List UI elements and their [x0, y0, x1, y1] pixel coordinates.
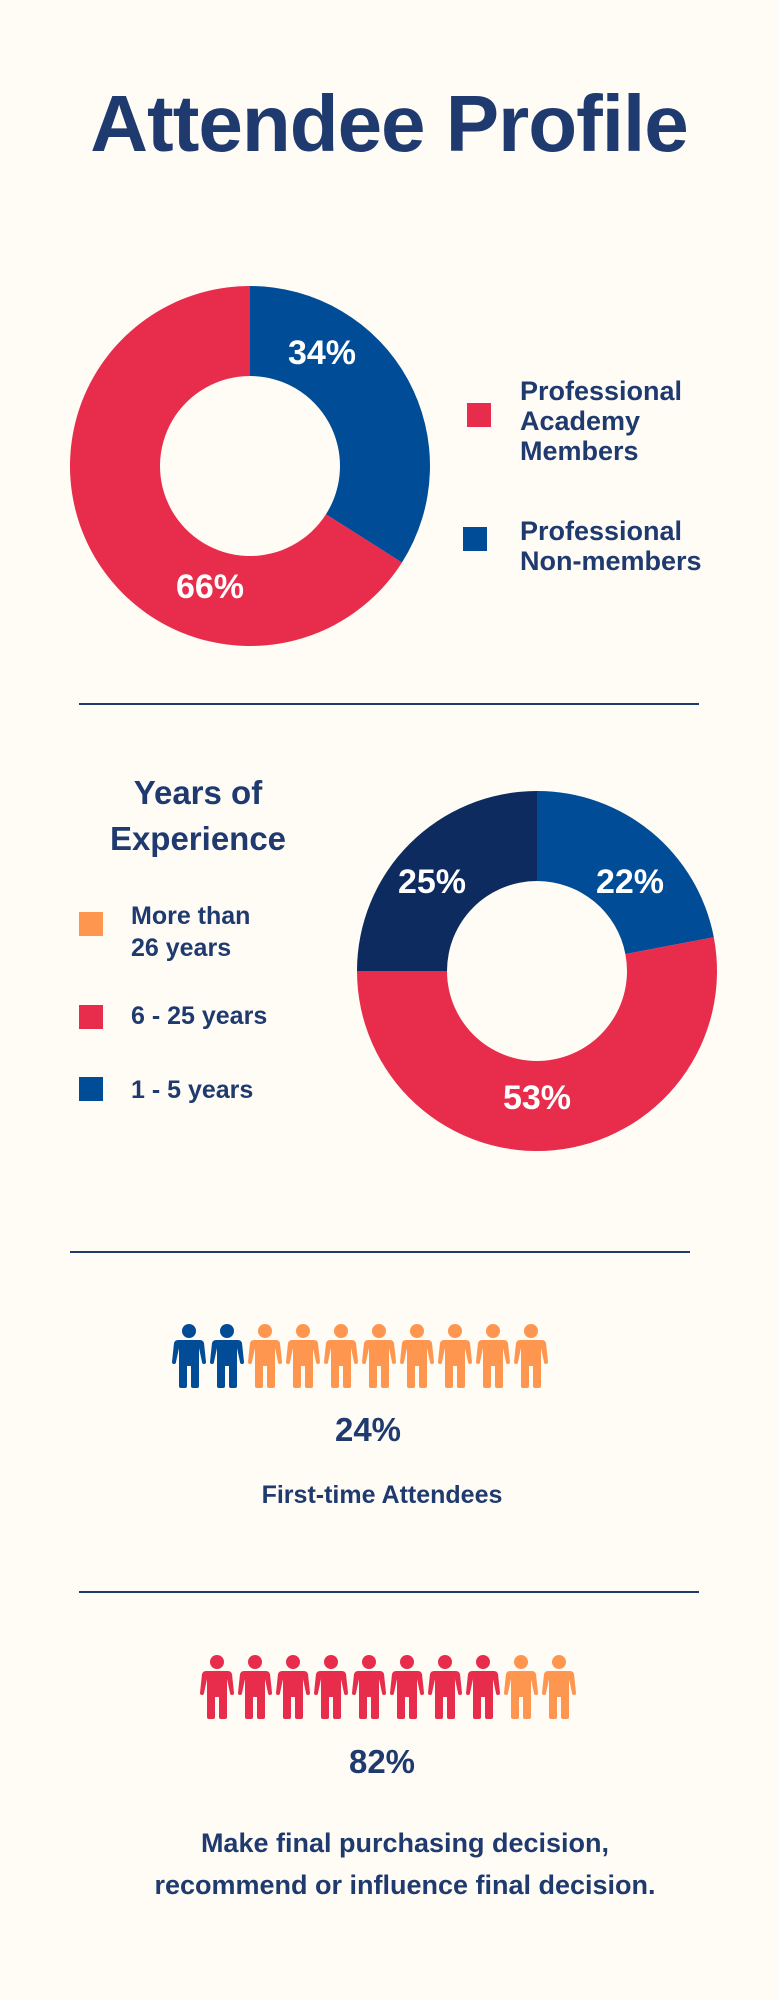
person-icon	[362, 1324, 396, 1388]
legend-swatch-non-members	[463, 527, 487, 551]
purchasing-label-line: recommend or influence final decision.	[154, 1870, 656, 1900]
legend-swatch-26plus	[79, 912, 103, 936]
person-icon	[476, 1324, 510, 1388]
person-icon	[542, 1655, 576, 1719]
person-icon	[324, 1324, 358, 1388]
first-time-people-row	[172, 1324, 548, 1388]
person-icon	[200, 1655, 234, 1719]
donut-slice-professional-academy-members	[69, 286, 402, 646]
person-icon	[238, 1655, 272, 1719]
divider	[70, 1251, 690, 1253]
person-icon	[172, 1324, 206, 1388]
person-icon	[352, 1655, 386, 1719]
donut-slice-1-5-years	[537, 791, 714, 955]
person-icon	[514, 1324, 548, 1388]
legend-label-26plus: More than 26 years	[131, 900, 250, 964]
purchasing-people-row	[200, 1655, 576, 1719]
person-icon	[248, 1324, 282, 1388]
experience-title-line: Years of	[133, 774, 263, 811]
divider	[79, 703, 699, 705]
legend-line: 26 years	[131, 934, 232, 962]
legend-label-non-members: Professional Non-members	[520, 516, 702, 576]
experience-title-line: Experience	[109, 820, 287, 857]
person-icon	[504, 1655, 538, 1719]
person-icon	[314, 1655, 348, 1719]
donut-slice-more-than-26-years	[357, 791, 537, 971]
legend-line: More than	[131, 902, 251, 930]
legend-line: Non-members	[520, 546, 702, 576]
experience-title: Years of Experience	[78, 770, 318, 862]
slice-label-non-members: 34%	[288, 334, 356, 372]
person-icon	[400, 1324, 434, 1388]
legend-label-members: Professional Academy Members	[520, 376, 682, 466]
person-icon	[466, 1655, 500, 1719]
person-icon	[210, 1324, 244, 1388]
legend-line: Academy	[520, 406, 641, 436]
page-title: Attendee Profile	[90, 79, 688, 168]
legend-line: Professional	[520, 516, 683, 546]
legend-swatch-members	[467, 403, 491, 427]
membership-donut-chart: 34% 66%	[69, 286, 430, 646]
person-icon	[276, 1655, 310, 1719]
person-icon	[438, 1324, 472, 1388]
purchasing-label-line: Make final purchasing decision,	[200, 1828, 610, 1858]
legend-swatch-1-5	[79, 1077, 103, 1101]
first-time-percent: 24%	[334, 1411, 402, 1448]
donut-slice-6-25-years	[357, 937, 717, 1152]
purchasing-percent: 82%	[348, 1743, 416, 1780]
person-icon	[428, 1655, 462, 1719]
experience-donut-chart: 22% 53% 25%	[357, 791, 717, 1152]
first-time-label: First-time Attendees	[261, 1481, 503, 1509]
legend-swatch-6-25	[79, 1005, 103, 1029]
slice-label-26plus: 25%	[398, 863, 466, 901]
legend-label-1-5: 1 - 5 years	[131, 1076, 254, 1104]
slice-label-6-25: 53%	[503, 1079, 571, 1117]
legend-line: Members	[520, 436, 639, 466]
slice-label-1-5: 22%	[596, 863, 664, 901]
person-icon	[390, 1655, 424, 1719]
legend-label-6-25: 6 - 25 years	[131, 1002, 268, 1030]
legend-line: Professional	[520, 376, 683, 406]
person-icon	[286, 1324, 320, 1388]
divider	[79, 1591, 699, 1593]
purchasing-label: Make final purchasing decision, recommen…	[80, 1822, 730, 1906]
donut-slice-professional-non-members	[250, 286, 430, 563]
slice-label-members: 66%	[176, 568, 244, 606]
